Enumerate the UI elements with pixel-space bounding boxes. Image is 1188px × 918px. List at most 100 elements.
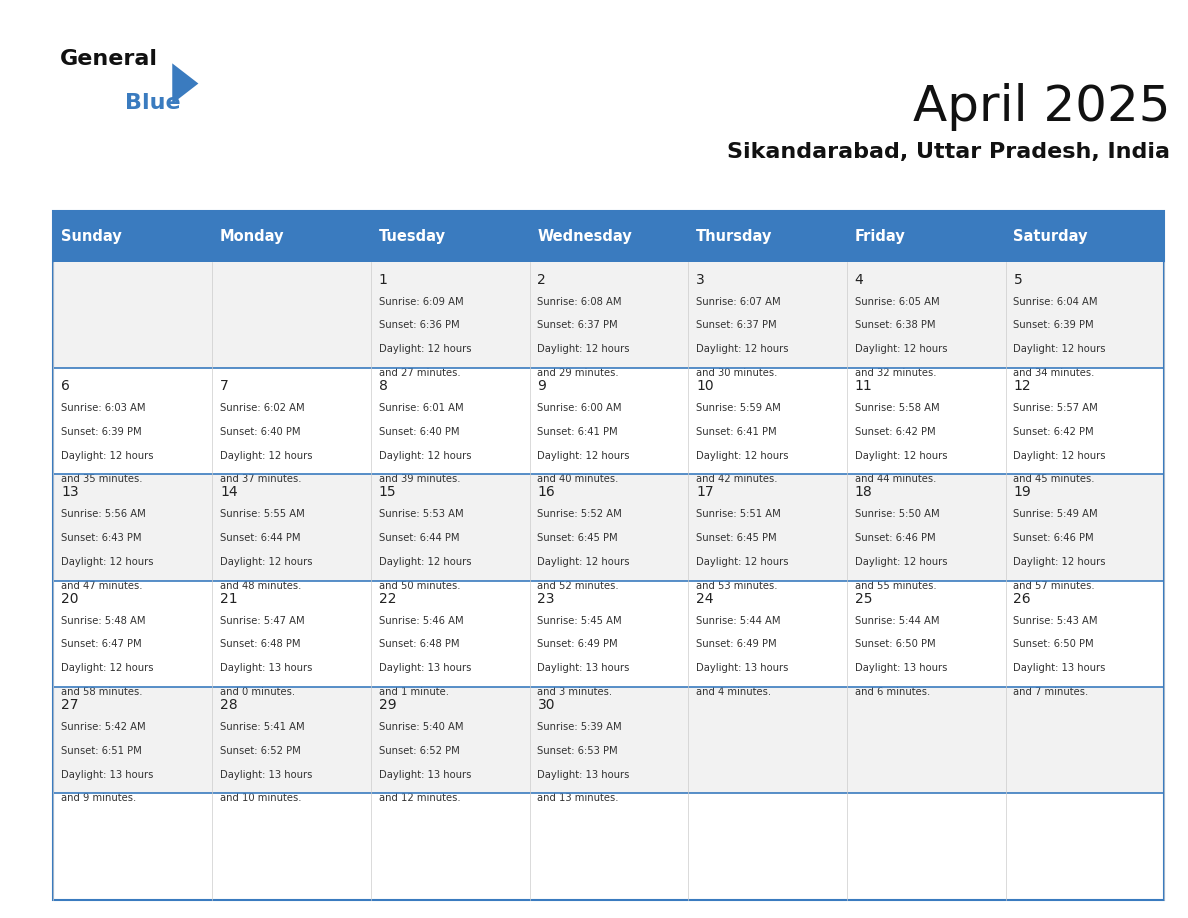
FancyBboxPatch shape	[688, 262, 847, 368]
Text: Daylight: 13 hours: Daylight: 13 hours	[1013, 663, 1106, 673]
Text: and 48 minutes.: and 48 minutes.	[220, 581, 302, 591]
Text: and 4 minutes.: and 4 minutes.	[696, 687, 771, 697]
Text: Sunrise: 6:09 AM: Sunrise: 6:09 AM	[379, 297, 463, 307]
Text: Sunset: 6:44 PM: Sunset: 6:44 PM	[379, 533, 460, 543]
Text: Sunset: 6:42 PM: Sunset: 6:42 PM	[855, 427, 935, 437]
Text: Sunset: 6:37 PM: Sunset: 6:37 PM	[537, 320, 618, 330]
Text: 7: 7	[220, 379, 229, 393]
FancyBboxPatch shape	[688, 211, 847, 262]
Text: Sunrise: 5:44 AM: Sunrise: 5:44 AM	[696, 615, 781, 625]
Text: and 37 minutes.: and 37 minutes.	[220, 475, 302, 485]
Text: and 0 minutes.: and 0 minutes.	[220, 687, 295, 697]
Text: Daylight: 13 hours: Daylight: 13 hours	[855, 663, 947, 673]
Text: Daylight: 12 hours: Daylight: 12 hours	[220, 557, 312, 567]
Text: Daylight: 12 hours: Daylight: 12 hours	[379, 557, 472, 567]
Text: Sunset: 6:48 PM: Sunset: 6:48 PM	[220, 639, 301, 649]
FancyBboxPatch shape	[847, 687, 1005, 793]
Text: and 6 minutes.: and 6 minutes.	[855, 687, 930, 697]
Text: and 52 minutes.: and 52 minutes.	[537, 581, 619, 591]
Text: Sunset: 6:49 PM: Sunset: 6:49 PM	[537, 639, 618, 649]
FancyBboxPatch shape	[1005, 262, 1164, 368]
Text: and 53 minutes.: and 53 minutes.	[696, 581, 778, 591]
Text: Sunset: 6:44 PM: Sunset: 6:44 PM	[220, 533, 301, 543]
Text: Sunset: 6:39 PM: Sunset: 6:39 PM	[62, 427, 143, 437]
Text: Daylight: 13 hours: Daylight: 13 hours	[220, 663, 312, 673]
Text: 24: 24	[696, 591, 714, 606]
Text: and 27 minutes.: and 27 minutes.	[379, 368, 461, 378]
Text: Daylight: 12 hours: Daylight: 12 hours	[379, 344, 472, 354]
Text: Sunrise: 5:40 AM: Sunrise: 5:40 AM	[379, 722, 463, 732]
FancyBboxPatch shape	[213, 580, 371, 687]
Text: Sunrise: 5:51 AM: Sunrise: 5:51 AM	[696, 509, 781, 520]
Text: and 9 minutes.: and 9 minutes.	[62, 793, 137, 803]
FancyBboxPatch shape	[688, 687, 847, 793]
Text: Sikandarabad, Uttar Pradesh, India: Sikandarabad, Uttar Pradesh, India	[727, 142, 1170, 162]
Text: Sunset: 6:40 PM: Sunset: 6:40 PM	[379, 427, 460, 437]
Text: 2: 2	[537, 273, 546, 286]
Text: Sunset: 6:48 PM: Sunset: 6:48 PM	[379, 639, 460, 649]
Text: and 47 minutes.: and 47 minutes.	[62, 581, 143, 591]
Text: Sunset: 6:47 PM: Sunset: 6:47 PM	[62, 639, 143, 649]
FancyBboxPatch shape	[688, 475, 847, 580]
Text: 1: 1	[379, 273, 387, 286]
Text: Daylight: 12 hours: Daylight: 12 hours	[855, 451, 947, 461]
Text: Daylight: 12 hours: Daylight: 12 hours	[855, 344, 947, 354]
Text: Sunset: 6:46 PM: Sunset: 6:46 PM	[855, 533, 935, 543]
Text: Sunrise: 5:46 AM: Sunrise: 5:46 AM	[379, 615, 463, 625]
Text: Sunset: 6:36 PM: Sunset: 6:36 PM	[379, 320, 460, 330]
Text: 17: 17	[696, 486, 714, 499]
Text: Sunset: 6:52 PM: Sunset: 6:52 PM	[220, 745, 301, 756]
Text: Sunset: 6:45 PM: Sunset: 6:45 PM	[537, 533, 618, 543]
Text: Daylight: 12 hours: Daylight: 12 hours	[855, 557, 947, 567]
Text: and 34 minutes.: and 34 minutes.	[1013, 368, 1095, 378]
Text: 11: 11	[855, 379, 872, 393]
Text: Daylight: 13 hours: Daylight: 13 hours	[537, 769, 630, 779]
Text: Daylight: 12 hours: Daylight: 12 hours	[1013, 344, 1106, 354]
Text: Sunrise: 5:44 AM: Sunrise: 5:44 AM	[855, 615, 940, 625]
Text: 15: 15	[379, 486, 397, 499]
Text: Sunrise: 6:03 AM: Sunrise: 6:03 AM	[62, 403, 146, 413]
Text: Sunset: 6:42 PM: Sunset: 6:42 PM	[1013, 427, 1094, 437]
FancyBboxPatch shape	[847, 211, 1005, 262]
Text: 19: 19	[1013, 486, 1031, 499]
FancyBboxPatch shape	[213, 793, 371, 900]
Text: 4: 4	[855, 273, 864, 286]
Text: 14: 14	[220, 486, 238, 499]
Text: Sunset: 6:52 PM: Sunset: 6:52 PM	[379, 745, 460, 756]
Text: Blue: Blue	[125, 93, 181, 113]
Text: 25: 25	[855, 591, 872, 606]
Text: Sunset: 6:38 PM: Sunset: 6:38 PM	[855, 320, 935, 330]
Text: Daylight: 12 hours: Daylight: 12 hours	[62, 451, 154, 461]
Text: Daylight: 12 hours: Daylight: 12 hours	[379, 451, 472, 461]
Text: Sunrise: 5:53 AM: Sunrise: 5:53 AM	[379, 509, 463, 520]
Text: Sunrise: 6:04 AM: Sunrise: 6:04 AM	[1013, 297, 1098, 307]
Text: and 1 minute.: and 1 minute.	[379, 687, 449, 697]
Text: Sunrise: 5:56 AM: Sunrise: 5:56 AM	[62, 509, 146, 520]
Text: Sunrise: 6:02 AM: Sunrise: 6:02 AM	[220, 403, 304, 413]
FancyBboxPatch shape	[530, 368, 688, 475]
FancyBboxPatch shape	[530, 793, 688, 900]
Text: Daylight: 12 hours: Daylight: 12 hours	[1013, 557, 1106, 567]
Text: Daylight: 13 hours: Daylight: 13 hours	[220, 769, 312, 779]
Text: 8: 8	[379, 379, 387, 393]
Text: April 2025: April 2025	[912, 83, 1170, 130]
Text: Sunset: 6:46 PM: Sunset: 6:46 PM	[1013, 533, 1094, 543]
FancyBboxPatch shape	[847, 580, 1005, 687]
Text: 16: 16	[537, 486, 555, 499]
Text: Daylight: 12 hours: Daylight: 12 hours	[62, 557, 154, 567]
Text: and 45 minutes.: and 45 minutes.	[1013, 475, 1095, 485]
Text: and 40 minutes.: and 40 minutes.	[537, 475, 619, 485]
FancyBboxPatch shape	[1005, 475, 1164, 580]
Text: Daylight: 12 hours: Daylight: 12 hours	[696, 451, 789, 461]
Text: Daylight: 12 hours: Daylight: 12 hours	[220, 451, 312, 461]
Text: 12: 12	[1013, 379, 1031, 393]
Text: and 50 minutes.: and 50 minutes.	[379, 581, 460, 591]
FancyBboxPatch shape	[847, 368, 1005, 475]
Text: Daylight: 13 hours: Daylight: 13 hours	[62, 769, 153, 779]
Text: Sunday: Sunday	[62, 229, 122, 244]
Text: Daylight: 12 hours: Daylight: 12 hours	[696, 557, 789, 567]
Text: Friday: Friday	[855, 229, 905, 244]
Text: 10: 10	[696, 379, 714, 393]
Text: Daylight: 12 hours: Daylight: 12 hours	[696, 344, 789, 354]
Text: Sunset: 6:50 PM: Sunset: 6:50 PM	[855, 639, 935, 649]
